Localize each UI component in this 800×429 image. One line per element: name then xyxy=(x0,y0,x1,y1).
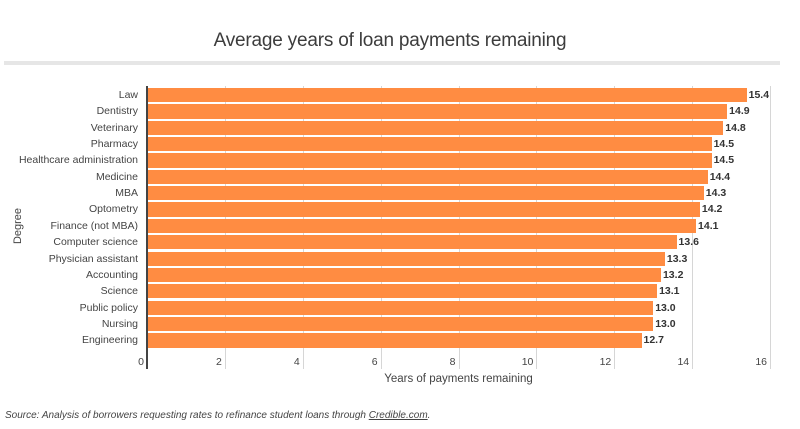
bar[interactable] xyxy=(147,251,665,266)
x-tick-label: 12 xyxy=(599,356,612,368)
category-label: Healthcare administration xyxy=(18,154,138,167)
bar[interactable] xyxy=(147,316,654,332)
bar[interactable] xyxy=(147,218,697,234)
category-label: Dentistry xyxy=(96,105,138,118)
source-suffix: . xyxy=(427,410,431,421)
bar[interactable] xyxy=(147,267,661,283)
bar-value-label: 13.0 xyxy=(655,317,676,330)
x-tick-label: 6 xyxy=(371,356,378,368)
bar[interactable] xyxy=(147,104,728,119)
bar-value-label: 13.2 xyxy=(662,268,684,281)
bar-value-label: 14.5 xyxy=(713,154,735,167)
bar-value-label: 13.3 xyxy=(666,252,688,265)
category-label: Public policy xyxy=(79,301,138,314)
bar-value-label: 14.3 xyxy=(705,187,727,200)
y-axis-label: Degree xyxy=(12,207,24,245)
category-label: Engineering xyxy=(81,334,138,347)
category-label: Pharmacy xyxy=(90,138,138,151)
x-tick-label: 4 xyxy=(293,356,300,368)
category-label: Physician assistant xyxy=(48,252,138,265)
x-tick-label: 10 xyxy=(521,356,534,368)
category-label: Optometry xyxy=(88,203,138,216)
y-axis-line xyxy=(146,86,148,369)
bar-value-label: 14.4 xyxy=(709,170,731,183)
bar-value-label: 14.9 xyxy=(729,105,750,118)
category-label: Accounting xyxy=(86,268,138,281)
bar[interactable] xyxy=(147,284,658,299)
plot-area: 15.4 14.9 14.8 14.5 14.5 14.4 14.3 14.2 14.1 13.6… xyxy=(147,86,771,369)
bar-value-label: 14.8 xyxy=(725,121,746,134)
bar[interactable] xyxy=(147,202,700,217)
bar[interactable] xyxy=(147,120,724,135)
bar-value-label: 12.7 xyxy=(643,334,664,347)
category-label: Finance (not MBA) xyxy=(50,219,138,232)
x-tick-label: 2 xyxy=(216,356,222,368)
gridline xyxy=(770,86,771,369)
x-tick-label: 16 xyxy=(755,356,767,368)
bar[interactable] xyxy=(147,333,642,348)
bar[interactable] xyxy=(147,137,712,152)
bar-value-label: 13.6 xyxy=(678,236,699,249)
title-divider xyxy=(4,61,780,65)
source-text: Source: Analysis of borrowers requesting… xyxy=(5,410,369,421)
source-link[interactable]: Credible.com xyxy=(368,410,428,421)
bar[interactable] xyxy=(147,235,677,250)
bar-value-label: 13.1 xyxy=(659,285,680,298)
category-label: Nursing xyxy=(101,317,138,330)
category-label: Computer science xyxy=(53,236,138,249)
chart-title: Average years of loan payments remaining xyxy=(213,30,567,51)
bar[interactable] xyxy=(147,153,712,168)
x-tick-label: 0 xyxy=(138,356,144,368)
bar-value-label: 14.5 xyxy=(713,138,735,151)
bar-value-label: 14.2 xyxy=(701,203,723,216)
category-label: Law xyxy=(118,89,138,101)
bar-value-label: 13.0 xyxy=(655,301,676,314)
bar[interactable] xyxy=(147,88,747,103)
bar[interactable] xyxy=(147,300,654,315)
x-tick-label: 8 xyxy=(449,356,456,368)
category-label: Veterinary xyxy=(90,121,138,134)
bar-value-label: 15.4 xyxy=(748,89,770,101)
x-tick-label: 14 xyxy=(677,356,690,368)
bar-value-label: 14.1 xyxy=(698,219,719,232)
bar[interactable] xyxy=(147,186,704,201)
x-axis-label: Years of payments remaining xyxy=(384,373,533,385)
bar[interactable] xyxy=(147,169,708,185)
category-label: Medicine xyxy=(95,170,138,183)
category-label: MBA xyxy=(115,187,138,200)
category-label: Science xyxy=(100,285,138,298)
source-note: Source: Analysis of borrowers requesting… xyxy=(5,410,430,421)
